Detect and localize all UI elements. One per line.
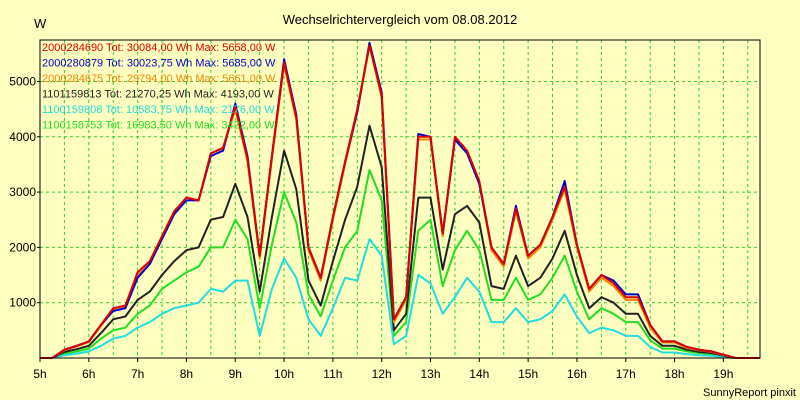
- x-tick-label: 5h: [33, 367, 46, 381]
- x-tick-label: 10h: [274, 367, 294, 381]
- x-tick-label: 7h: [131, 367, 144, 381]
- series-line-5: [40, 238, 760, 359]
- legend-entry-5: 1100159808 Tot: 10583,75 Wh Max: 2176,00…: [42, 104, 275, 116]
- y-tick-label: 5000: [9, 74, 36, 88]
- legend-entry-4: 1101159813 Tot: 21270,25 Wh Max: 4193,00…: [42, 89, 274, 101]
- legend-entry-3: 2000284675 Tot: 29794,00 Wh Max: 5661,00…: [42, 73, 276, 85]
- y-axis-ticks: 1000 2000 3000 4000 5000: [9, 74, 40, 310]
- x-tick-label: 11h: [323, 367, 342, 381]
- x-tick-label: 13h: [420, 367, 440, 381]
- x-tick-label: 15h: [518, 367, 538, 381]
- plot-frame: [39, 39, 761, 359]
- legend-entry-2: 2000280879 Tot: 30023,75 Wh Max: 5685,00…: [42, 58, 276, 70]
- series-line-4: [40, 124, 760, 359]
- x-axis-ticks: 5h 6h 7h 8h 9h 10h 11h 12h 13h 14h 15h 16h 17h 18h 19h: [33, 358, 733, 381]
- x-tick-label: 19h: [713, 367, 733, 381]
- legend: 2000284690 Tot: 30084,00 Wh Max: 5658,00…: [42, 42, 276, 132]
- chart-title: Wechselrichtervergleich vom 08.08.2012: [283, 12, 518, 27]
- x-tick-label: 12h: [372, 367, 392, 381]
- credit-label: SunnyReport pinxit: [703, 387, 796, 399]
- x-tick-label: 8h: [180, 367, 193, 381]
- x-tick-label: 6h: [82, 367, 95, 381]
- x-tick-label: 18h: [665, 367, 685, 381]
- series-line-1: [40, 44, 760, 359]
- legend-entry-6: 1100158753 Tot: 16983,50 Wh Max: 3422,00…: [42, 120, 275, 132]
- y-tick-label: 2000: [9, 240, 36, 254]
- x-tick-label: 9h: [229, 367, 242, 381]
- x-tick-label: 16h: [567, 367, 587, 381]
- y-tick-label: 3000: [9, 185, 36, 199]
- y-axis-unit-label: W: [34, 16, 47, 31]
- y-tick-label: 4000: [9, 130, 36, 144]
- x-tick-label: 14h: [469, 367, 489, 381]
- series-lines: [40, 41, 760, 359]
- legend-entry-1: 2000284690 Tot: 30084,00 Wh Max: 5658,00…: [42, 42, 276, 54]
- y-tick-label: 1000: [9, 296, 36, 310]
- x-tick-label: 17h: [616, 367, 636, 381]
- series-line-6: [40, 169, 760, 359]
